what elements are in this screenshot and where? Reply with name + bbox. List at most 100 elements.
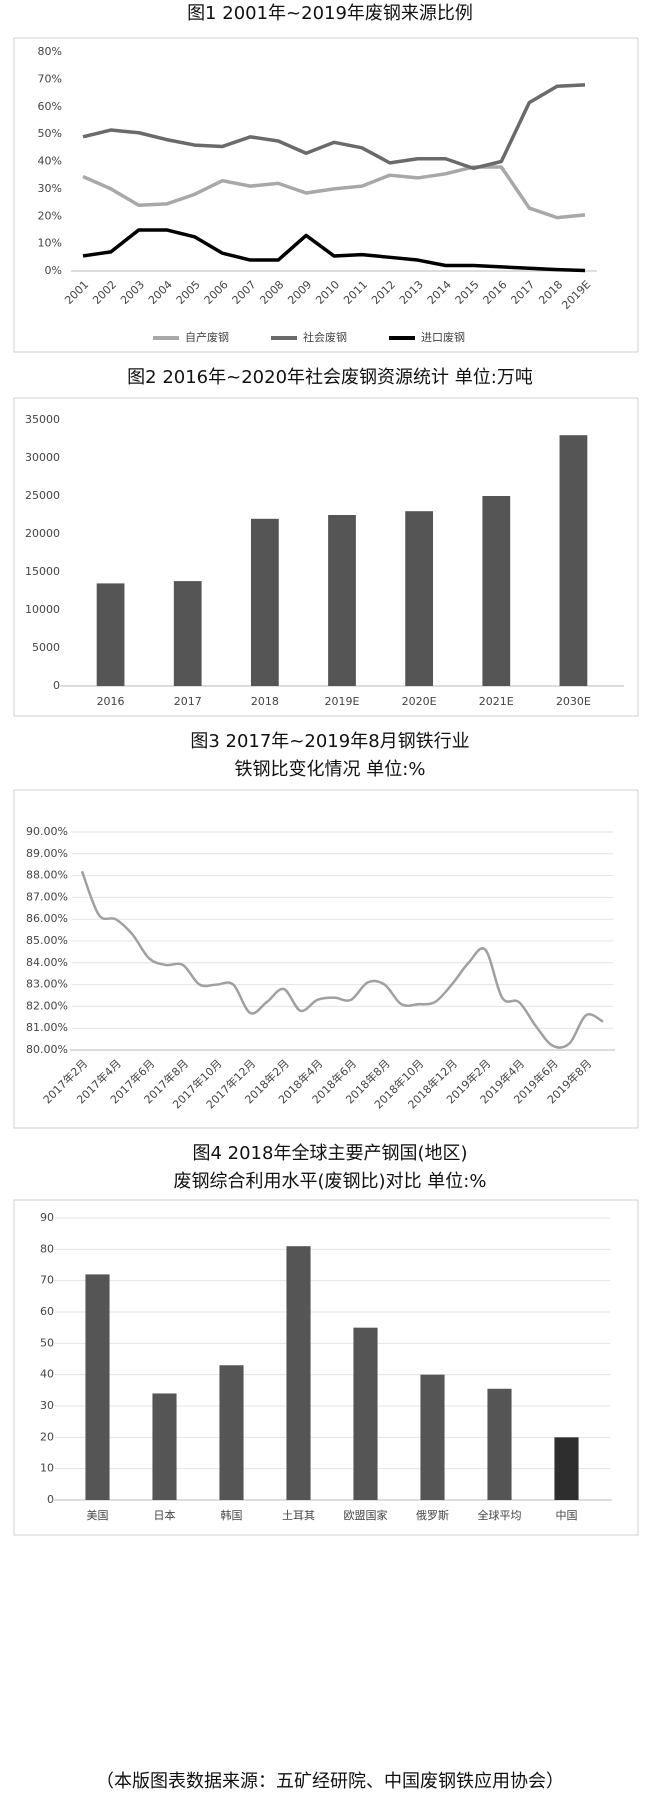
y-tick-label: 88.00% [26,869,68,882]
y-tick-label: 5000 [32,641,60,654]
x-tick-label: 2030E [556,695,591,708]
bar [554,1437,579,1500]
x-tick-label: 2006 [202,278,231,307]
x-tick-label: 2017 [174,695,202,708]
y-tick-label: 90 [40,1211,54,1224]
x-tick-label: 2012 [369,278,398,307]
x-tick-label: 欧盟国家 [344,1508,388,1522]
y-tick-label: 20000 [25,527,60,540]
chart-title: 图3 2017年~2019年8月钢铁行业 [190,731,469,752]
y-tick-label: 60% [38,100,62,113]
chart-title: 图4 2018年全球主要产钢国(地区) [192,1143,467,1164]
y-tick-label: 70 [40,1274,54,1287]
x-tick-label: 2019E [559,278,593,312]
x-tick-label: 2016 [97,695,125,708]
chart-title: 图2 2016年~2020年社会废钢资源统计 单位:万吨 [127,367,533,388]
y-tick-label: 80 [40,1242,54,1255]
bar [173,581,202,686]
bar [85,1274,110,1500]
x-tick-label: 2018 [251,695,279,708]
y-tick-label: 10% [38,237,62,250]
y-tick-label: 80% [38,45,62,58]
y-tick-label: 81.00% [26,1021,68,1034]
x-tick-label: 美国 [87,1509,109,1522]
y-tick-label: 60 [40,1305,54,1318]
x-tick-label: 韩国 [221,1508,243,1522]
y-tick-label: 87.00% [26,890,68,903]
bar [353,1327,378,1500]
y-tick-label: 35000 [25,413,60,426]
chart-frame [13,37,639,353]
x-tick-label: 2005 [174,278,203,307]
x-tick-label: 2010 [313,278,342,307]
bar [405,511,434,686]
footnote: （本版图表数据来源：五矿经研院、中国废钢铁应用协会） [96,1771,564,1792]
legend-label: 社会废钢 [303,330,347,344]
y-tick-label: 30% [38,182,62,195]
line [82,165,586,220]
chart-title: 图1 2001年~2019年废钢来源比例 [187,3,473,24]
x-tick-label: 2016 [481,278,510,307]
x-tick-label: 2019E [325,695,360,708]
chart-title: 废钢综合利用水平(废钢比)对比 单位:% [174,1171,487,1192]
bar [152,1393,177,1500]
x-tick-label: 2008 [257,278,286,307]
bar [482,496,511,686]
x-tick-label: 土耳其 [282,1509,315,1522]
y-tick-label: 0% [45,264,62,277]
line [82,228,586,273]
y-tick-label: 82.00% [26,999,68,1012]
y-tick-label: 80.00% [26,1043,68,1056]
y-tick-label: 20% [38,209,62,222]
line [80,870,604,1049]
bar [250,518,279,686]
chart-frame [13,397,639,717]
y-tick-label: 0 [47,1493,54,1506]
chart-frame [13,1199,639,1536]
x-tick-label: 全球平均 [478,1508,522,1522]
y-tick-label: 40% [38,155,62,168]
y-tick-label: 84.00% [26,956,68,969]
x-tick-label: 2013 [397,278,426,307]
x-tick-label: 2001 [62,278,91,307]
y-tick-label: 83.00% [26,978,68,991]
y-tick-label: 70% [38,72,62,85]
bar [219,1365,244,1500]
x-tick-label: 2004 [146,278,175,307]
x-tick-label: 2020E [402,695,437,708]
legend-label: 进口废钢 [421,330,465,344]
y-tick-label: 90.00% [26,825,68,838]
x-tick-label: 2002 [90,278,119,307]
x-tick-label: 2003 [118,278,147,307]
y-tick-label: 15000 [25,565,60,578]
x-tick-label: 2007 [230,278,259,307]
bar [487,1388,512,1500]
x-tick-label: 俄罗斯 [416,1509,449,1522]
x-tick-label: 2011 [341,278,370,307]
y-tick-label: 50% [38,127,62,140]
chart-title: 铁钢比变化情况 单位:% [235,759,426,780]
x-tick-label: 2009 [285,278,314,307]
y-tick-label: 86.00% [26,912,68,925]
y-tick-label: 40 [40,1368,54,1381]
x-tick-label: 日本 [154,1508,176,1522]
x-tick-label: 2014 [425,278,454,307]
y-tick-label: 25000 [25,489,60,502]
y-tick-label: 0 [53,679,60,692]
chart-frame [13,789,639,1129]
y-tick-label: 30000 [25,451,60,464]
x-tick-label: 2021E [479,695,514,708]
x-tick-label: 2017 [508,278,537,307]
x-tick-label: 2015 [453,278,482,307]
bar [286,1246,311,1500]
legend-label: 自产废钢 [185,330,229,344]
y-tick-label: 10000 [25,603,60,616]
y-tick-label: 85.00% [26,934,68,947]
bar [96,583,125,686]
x-tick-label: 中国 [556,1509,578,1522]
line [82,83,586,171]
y-tick-label: 50 [40,1336,54,1349]
y-tick-label: 20 [40,1430,54,1443]
bar [328,515,356,686]
